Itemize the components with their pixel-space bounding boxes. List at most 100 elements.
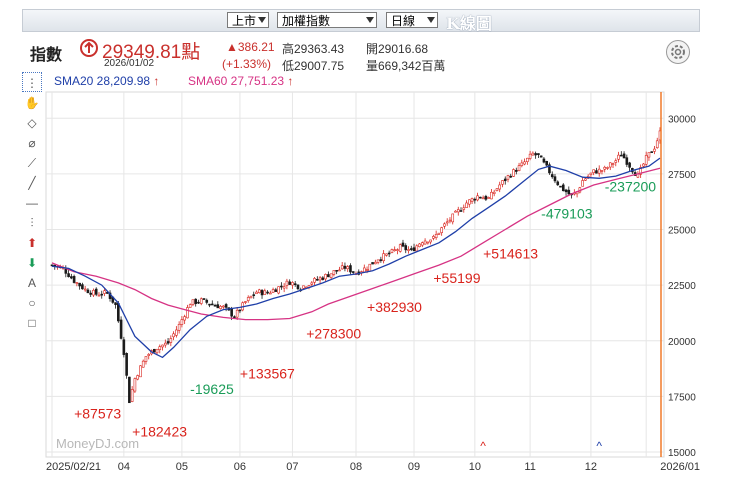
rectangle-tool-icon[interactable]: □ [28, 316, 36, 330]
candle-body [526, 157, 529, 162]
candle-body [194, 298, 198, 304]
candle-body [238, 309, 242, 312]
eraser-tool-icon[interactable]: ◇ [27, 116, 37, 130]
candle-body [75, 282, 79, 284]
candle-body [67, 273, 70, 278]
candle-body [324, 274, 327, 280]
candle-body [653, 148, 656, 152]
candle-body [655, 140, 659, 149]
candle-body [125, 353, 128, 376]
candle-body [329, 273, 333, 278]
candle-body [327, 274, 330, 278]
y-axis: 15000 17500 20000 22500 25000 27500 30000 [668, 114, 696, 459]
candle-body [152, 348, 156, 353]
candle-body [213, 304, 217, 307]
period-select[interactable]: 日線 [386, 12, 438, 28]
watermark: MoneyDJ.com [56, 436, 139, 451]
candle-body [164, 342, 167, 346]
candle-body [180, 319, 184, 325]
candle-body [374, 261, 377, 265]
text-tool-icon[interactable]: A [27, 276, 36, 290]
candle-body [382, 253, 385, 262]
cursor-tool-icon[interactable]: ⋮ [22, 72, 42, 92]
candle-body [177, 323, 181, 331]
gear-icon[interactable] [666, 40, 690, 64]
candle-body [584, 178, 587, 181]
candle-body [520, 162, 524, 166]
candle-body [456, 209, 460, 213]
candle-body [335, 269, 338, 272]
candle-body [277, 286, 280, 294]
sma60-legend-text: SMA60 27,751.23 [188, 74, 285, 88]
candle-body [465, 202, 468, 208]
candle-body [404, 245, 408, 251]
candle-body [169, 338, 173, 343]
grid [46, 92, 664, 457]
circle-tool-icon[interactable]: ○ [28, 296, 36, 310]
candle-body [128, 376, 131, 404]
current-price: 29349.81點 [102, 42, 201, 63]
candle-body [371, 262, 374, 265]
candle-body [271, 289, 275, 293]
candle-body [445, 221, 449, 224]
x-tick-label: 2026/01 [660, 461, 700, 473]
candle-body [117, 303, 120, 322]
candle-body [393, 249, 396, 251]
down-marker-tool-icon[interactable]: ⬇ [26, 256, 38, 270]
vertical-line-tool-icon[interactable]: ⫶ [30, 216, 34, 230]
ruler-tool-icon[interactable]: ⌀ [28, 136, 36, 150]
candle-body [542, 158, 546, 163]
candle-body [434, 233, 438, 238]
candle-body [432, 236, 435, 239]
quote-date: 2026/01/02 [104, 58, 155, 69]
ray-tool-icon[interactable]: ╱ [28, 176, 36, 190]
x-tick-label: 2025/02/21 [46, 461, 101, 473]
candle-body [302, 285, 305, 289]
annotation-label: -237200 [605, 179, 657, 195]
change-percent: (+1.33%) [222, 57, 272, 71]
candle-body [338, 269, 341, 272]
candle-body [589, 172, 593, 175]
segment-tool-icon[interactable]: ⟋ [27, 156, 37, 170]
candle-body [462, 207, 466, 210]
candle-body [257, 289, 261, 293]
candle-body [349, 265, 352, 273]
candle-body [186, 307, 189, 319]
index-select[interactable]: 加權指數 [277, 12, 377, 28]
candle-body [614, 160, 618, 163]
candle-body [650, 151, 654, 153]
candle-body [611, 163, 615, 165]
candle-body [481, 197, 485, 200]
candle-body [603, 166, 607, 170]
annotation-label: +133567 [240, 366, 295, 382]
horizontal-line-tool-icon[interactable]: — [26, 196, 38, 210]
sma60-line [51, 167, 661, 321]
candle-body [468, 199, 471, 205]
candle-body [470, 198, 474, 202]
candle-body [423, 240, 427, 245]
up-marker-tool-icon[interactable]: ⬆ [26, 236, 38, 250]
candle-body [210, 303, 214, 306]
candle-body [595, 170, 598, 174]
candle-body [161, 344, 164, 348]
x-tick-label: 12 [585, 461, 597, 473]
candle-body [379, 259, 383, 261]
candle-body [376, 259, 380, 263]
annotation-label: +514613 [483, 245, 538, 261]
annotation-label: +87573 [74, 406, 121, 422]
candle-body [556, 181, 560, 186]
x-tick-label: 11 [524, 461, 535, 473]
candle-body [285, 280, 289, 286]
top-bar: 上市 加權指數 日線 K線圖 [0, 0, 740, 33]
hand-tool-icon[interactable]: ✋ [24, 96, 40, 110]
y-tick-label: 30000 [668, 114, 696, 125]
candle-body [597, 168, 601, 174]
candle-body [368, 263, 372, 272]
y-tick-label: 17500 [668, 392, 696, 403]
x-tick-label: 04 [118, 461, 130, 473]
candle-body [280, 285, 283, 288]
x-tick-label: 09 [408, 461, 420, 473]
sma20-legend-text: SMA20 28,209.98 [54, 74, 151, 88]
market-select[interactable]: 上市 [227, 12, 269, 28]
